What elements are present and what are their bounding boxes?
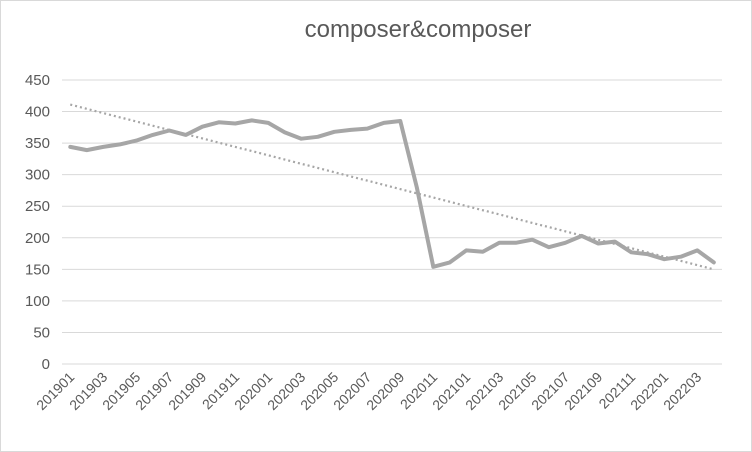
y-tick-label: 0 bbox=[42, 356, 50, 373]
y-tick-label: 100 bbox=[25, 293, 50, 310]
y-tick-label: 150 bbox=[25, 261, 50, 278]
gridlines bbox=[62, 79, 722, 365]
y-tick-label: 400 bbox=[25, 104, 50, 121]
series-group bbox=[68, 103, 716, 271]
y-tick-label: 300 bbox=[25, 167, 50, 184]
y-axis: 0 50 100 150 200 250 300 350 400 450 bbox=[25, 72, 50, 373]
x-tick-label: 202203 bbox=[660, 369, 704, 413]
series-line bbox=[68, 118, 716, 269]
chart-title: composer&composer bbox=[304, 16, 532, 43]
y-tick-label: 200 bbox=[25, 230, 50, 247]
y-tick-label: 350 bbox=[25, 135, 50, 152]
y-tick-label: 250 bbox=[25, 198, 50, 215]
x-axis: 2019012019032019052019072019092019112020… bbox=[33, 369, 704, 413]
x-tick-label: 202109 bbox=[561, 369, 605, 413]
y-tick-label: 50 bbox=[33, 324, 50, 341]
y-tick-label: 450 bbox=[25, 72, 50, 89]
